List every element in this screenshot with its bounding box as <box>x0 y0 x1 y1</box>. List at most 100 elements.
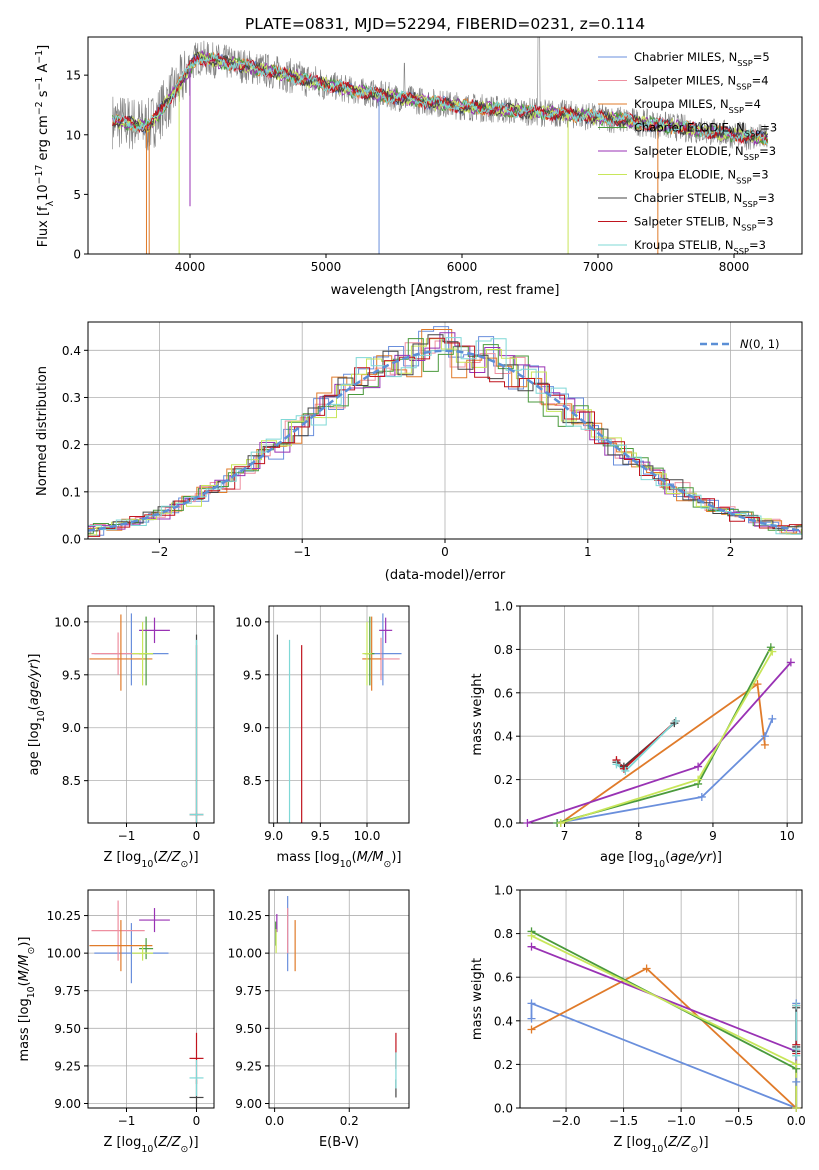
x-tick-label: 0 <box>441 545 449 559</box>
y-tick-label: 1.0 <box>494 600 513 614</box>
y-tick-label: 0.8 <box>494 927 513 941</box>
y-tick-label: 9.5 <box>243 668 262 682</box>
y-tick-label: 1.0 <box>494 884 513 898</box>
error-bar-point <box>89 920 153 972</box>
y-tick-label: 0.6 <box>494 971 513 985</box>
error-bar-point <box>94 923 169 984</box>
legend-label: Kroupa MILES, NSSP=4 <box>634 97 761 115</box>
y-tick-label: 10.0 <box>54 615 81 629</box>
weight-marker <box>621 766 630 775</box>
y-tick-label: 0.2 <box>62 438 81 452</box>
x-tick-label: 6000 <box>447 260 478 274</box>
legend-label: Salpeter STELIB, NSSP=3 <box>634 215 774 233</box>
y-tick-label: 9.25 <box>54 1059 81 1073</box>
x-tick-label: −1.0 <box>667 1114 696 1128</box>
y-axis-label: Flux [fλ10−17 erg cm−2 s−1 A−1] <box>34 45 56 247</box>
error-bar-point <box>139 938 154 960</box>
legend-label: Chabrier MILES, NSSP=5 <box>634 50 770 68</box>
weight-marker <box>527 1014 536 1023</box>
y-tick-label: 9.00 <box>54 1097 81 1111</box>
y-tick-label: 0.2 <box>494 1058 513 1072</box>
weight-marker <box>786 658 795 667</box>
y-tick-label: 10.25 <box>228 909 262 923</box>
legend-label: N(0, 1) <box>740 337 780 351</box>
weight-marker <box>792 1001 801 1010</box>
x-tick-label: 8000 <box>719 260 750 274</box>
axes-frame <box>519 889 803 1109</box>
weight-marker <box>523 819 532 827</box>
legend-label: Kroupa ELODIE, NSSP=3 <box>634 168 769 186</box>
legend-label: Salpeter ELODIE, NSSP=3 <box>634 144 776 162</box>
x-tick-label: 0.0 <box>265 1114 284 1128</box>
weight-marker <box>527 1025 536 1034</box>
x-axis-label: wavelength [Angstrom, rest frame] <box>331 283 560 298</box>
y-tick-label: 9.0 <box>62 721 81 735</box>
spectrum-axes: 4000 5000 6000 7000 8000 0 5 10 15 <box>66 36 803 274</box>
x-tick-label: 2 <box>727 545 735 559</box>
weight-marker <box>697 792 706 801</box>
x-tick-label: 4000 <box>175 260 206 274</box>
y-tick-label: 9.50 <box>54 1022 81 1036</box>
x-axis-label: age [log10(age/yr)] <box>600 850 722 870</box>
x-tick-label: −2 <box>151 545 169 559</box>
spectrum-axes-plot <box>112 37 769 254</box>
y-tick-label: 10 <box>66 128 81 142</box>
weight-vs-age-axes: 7 8 9 10 0.0 0.2 0.4 0.6 0.8 1.0 <box>494 600 803 843</box>
y-tick-label: 9.75 <box>54 984 81 998</box>
y-axis-label: mass weight <box>470 958 485 1040</box>
y-tick-label: 0.6 <box>494 686 513 700</box>
legend-label: Chabrier STELIB, NSSP=3 <box>634 191 775 209</box>
axes-frame <box>519 605 803 824</box>
y-tick-label: 10.25 <box>47 909 81 923</box>
x-axis-label: Z [log10(Z/Z⊙)] <box>613 1135 708 1155</box>
weight-marker <box>768 647 777 656</box>
weight-marker <box>753 680 762 689</box>
x-tick-label: 7000 <box>583 260 614 274</box>
axes-frame <box>87 605 215 824</box>
y-tick-label: 0.0 <box>494 817 513 831</box>
y-tick-label: 0.0 <box>494 1102 513 1116</box>
weight-line <box>531 967 797 1108</box>
y-tick-label: 9.25 <box>235 1059 262 1073</box>
weight-marker <box>527 999 536 1008</box>
y-axis-label: mass [log10(M/M⊙)] <box>17 937 37 1062</box>
mass-vs-ebv-axes: 0.0 0.2 9.00 9.25 9.50 9.75 10.00 10.25 <box>228 889 410 1128</box>
model-spectrum <box>112 52 769 146</box>
weight-line <box>530 1002 798 1108</box>
y-tick-label: 0.4 <box>494 730 513 744</box>
y-tick-label: 9.0 <box>243 721 262 735</box>
y-tick-label: 10.0 <box>235 615 262 629</box>
x-axis-label: Z [log10(Z/Z⊙)] <box>103 850 198 870</box>
legend-label: Chabrier ELODIE, NSSP=3 <box>634 121 777 139</box>
weight-marker <box>612 760 621 769</box>
x-tick-label: 9 <box>709 829 717 843</box>
x-tick-label: −1.5 <box>609 1114 638 1128</box>
weight-marker <box>760 740 769 749</box>
error-bar-point <box>132 621 154 686</box>
weight-marker <box>694 775 703 784</box>
axes-frame <box>268 889 410 1109</box>
x-axis-label: mass [log10(M/M⊙)] <box>277 850 402 870</box>
axes-frame <box>87 889 215 1109</box>
legend-label: Kroupa STELIB, NSSP=3 <box>634 238 766 256</box>
y-tick-label: 15 <box>66 69 81 83</box>
x-tick-label: 5000 <box>311 260 342 274</box>
y-tick-label: 0.0 <box>62 533 81 547</box>
x-tick-label: −1 <box>118 829 136 843</box>
x-axis-label: (data-model)/error <box>385 568 506 583</box>
weight-marker <box>766 643 775 652</box>
weight-line <box>560 651 774 823</box>
y-tick-label: 9.5 <box>62 668 81 682</box>
x-tick-label: −0.5 <box>724 1114 753 1128</box>
x-tick-label: −1 <box>293 545 311 559</box>
y-tick-label: 0.8 <box>494 643 513 657</box>
weight-line <box>556 718 774 823</box>
x-tick-label: 9.0 <box>264 829 283 843</box>
axes-frame <box>87 36 803 255</box>
weight-marker <box>768 714 777 723</box>
weight-marker <box>792 1077 801 1086</box>
y-tick-label: 0.2 <box>494 773 513 787</box>
age-vs-Z-axes: −1 0 8.5 9.0 9.5 10.0 <box>54 605 215 843</box>
error-bar-point <box>89 614 153 691</box>
weight-marker <box>642 964 651 973</box>
